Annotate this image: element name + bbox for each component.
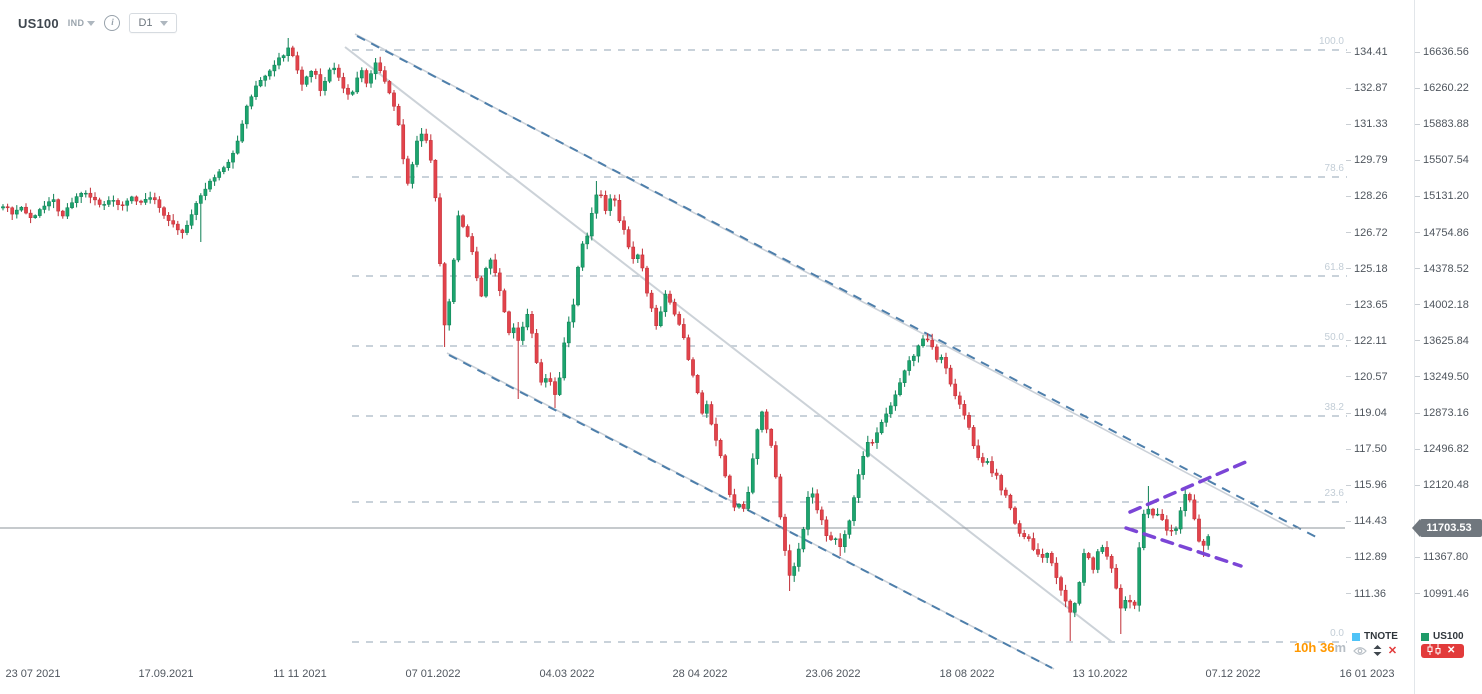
date-label: 23 07 2021: [5, 668, 61, 680]
us100-axis-label: 11367.80: [1415, 551, 1468, 563]
channel-lower-blue-trendline[interactable]: [448, 354, 1053, 669]
steep-gray-trendline[interactable]: [344, 46, 1113, 643]
tnote-legend-label: TNOTE: [1364, 631, 1398, 642]
us100-axis-label: 12873.16: [1415, 407, 1469, 419]
current-price-value: 11703.53: [1420, 519, 1482, 537]
current-price-badge: 11703.53: [1412, 519, 1482, 537]
tnote-axis-label: 119.04: [1346, 407, 1387, 419]
symbol-label[interactable]: US100: [18, 15, 59, 31]
date-label: 11 11 2021: [273, 668, 327, 680]
fib-level-label: 100.0: [1318, 36, 1344, 47]
market-type-dropdown[interactable]: IND: [68, 18, 96, 28]
timeframe-label: D1: [138, 17, 153, 29]
us100-axis-label: 15883.88: [1415, 118, 1469, 130]
us100-axis-label: 13625.84: [1415, 335, 1469, 347]
fib-level-label: 61.8: [1324, 262, 1344, 273]
us100-axis-label: 12120.48: [1415, 479, 1469, 491]
us100-axis-label: 14378.52: [1415, 263, 1469, 275]
tnote-axis-label: 134.41: [1346, 46, 1388, 58]
candlestick-style-icon: [1427, 642, 1442, 660]
countdown-unit: m: [1334, 640, 1346, 655]
date-label: 28 04 2022: [672, 668, 728, 680]
tnote-axis-label: 120.57: [1346, 371, 1388, 383]
tnote-axis-label: 111.36: [1346, 588, 1386, 600]
date-label: 17.09.2021: [138, 668, 194, 680]
date-label: 07.12 2022: [1205, 668, 1261, 680]
date-label: 07 01.2022: [405, 668, 461, 680]
chevron-down-icon: [159, 20, 168, 26]
date-label: 18 08 2022: [939, 668, 995, 680]
fib-level-label: 78.6: [1324, 163, 1344, 174]
us100-axis-label: 10991.46: [1415, 588, 1469, 600]
tnote-axis-label: 114.43: [1346, 515, 1387, 527]
close-icon[interactable]: ✕: [1447, 645, 1456, 656]
chevron-down-icon: [87, 20, 96, 26]
market-type-label: IND: [67, 18, 85, 28]
fib-level-label: 38.2: [1324, 402, 1344, 413]
close-icon[interactable]: ✕: [1387, 644, 1398, 657]
tnote-axis-label: 128.26: [1346, 190, 1388, 202]
date-label: 04.03 2022: [539, 668, 595, 680]
fib-level-label: 23.6: [1324, 488, 1344, 499]
price-axis-tnote[interactable]: 134.41 132.87 131.33 129.79 128.26 126.72 125.…: [1346, 0, 1414, 694]
legend-us100: US100 ✕: [1421, 631, 1464, 658]
us100-axis-label: 16636.56: [1415, 46, 1469, 58]
us100-axis-label: 13249.50: [1415, 371, 1469, 383]
tnote-axis-label: 131.33: [1346, 118, 1388, 130]
us100-axis-label: 15131.20: [1415, 190, 1469, 202]
tnote-axis-label: 125.18: [1346, 263, 1388, 275]
candlestick-series: [1, 38, 1211, 641]
info-icon[interactable]: i: [104, 15, 121, 31]
tnote-axis-label: 132.87: [1346, 82, 1388, 94]
us100-color-square: [1421, 632, 1429, 641]
channel-upper-blue-trendline[interactable]: [356, 35, 1317, 538]
fib-level-label: 50.0: [1324, 332, 1344, 343]
reorder-arrows-icon[interactable]: [1373, 645, 1382, 656]
us100-legend-label: US100: [1433, 631, 1464, 642]
tnote-color-square: [1352, 632, 1360, 641]
date-label: 23.06 2022: [805, 668, 861, 680]
us100-axis-label: 14754.86: [1415, 227, 1469, 239]
countdown-time: 10h 36: [1293, 640, 1335, 655]
us100-axis-label: 12496.82: [1415, 443, 1469, 455]
time-axis[interactable]: 23 07 2021 17.09.2021 11 11 2021 07 01.2022…: [0, 666, 1482, 684]
tnote-axis-label: 117.50: [1346, 443, 1387, 455]
badge-arrow-icon: [1412, 519, 1420, 537]
us100-axis-label: 15507.54: [1415, 154, 1469, 166]
us100-axis-label: 14002.18: [1415, 299, 1469, 311]
candle-countdown: 10h 36m: [1240, 640, 1346, 655]
tnote-axis-label: 115.96: [1346, 479, 1387, 491]
date-label: 13 10.2022: [1072, 668, 1128, 680]
tnote-axis-label: 126.72: [1346, 227, 1388, 239]
legend-tnote: TNOTE ✕: [1352, 631, 1398, 656]
price-axis-us100[interactable]: 16636.56 16260.22 15883.88 15507.54 15131.20…: [1415, 0, 1482, 694]
fib-level-label: 0.0: [1330, 628, 1344, 639]
tnote-axis-label: 112.89: [1346, 551, 1387, 563]
purple-upper-trendline[interactable]: [1128, 459, 1250, 514]
eye-icon[interactable]: [1353, 646, 1367, 656]
chart-type-button[interactable]: ✕: [1421, 644, 1464, 658]
tnote-axis-label: 123.65: [1346, 299, 1388, 311]
date-label: 16 01 2023: [1339, 668, 1395, 680]
timeframe-dropdown[interactable]: D1: [129, 13, 177, 33]
purple-lower-trendline[interactable]: [1124, 526, 1243, 568]
chart-toolbar: US100 IND i D1: [18, 11, 177, 35]
tnote-axis-label: 122.11: [1346, 335, 1387, 347]
channel-upper-gray-trendline[interactable]: [354, 33, 1294, 530]
axis-separator: [1414, 0, 1415, 694]
us100-axis-label: 16260.22: [1415, 82, 1469, 94]
tnote-axis-label: 129.79: [1346, 154, 1388, 166]
